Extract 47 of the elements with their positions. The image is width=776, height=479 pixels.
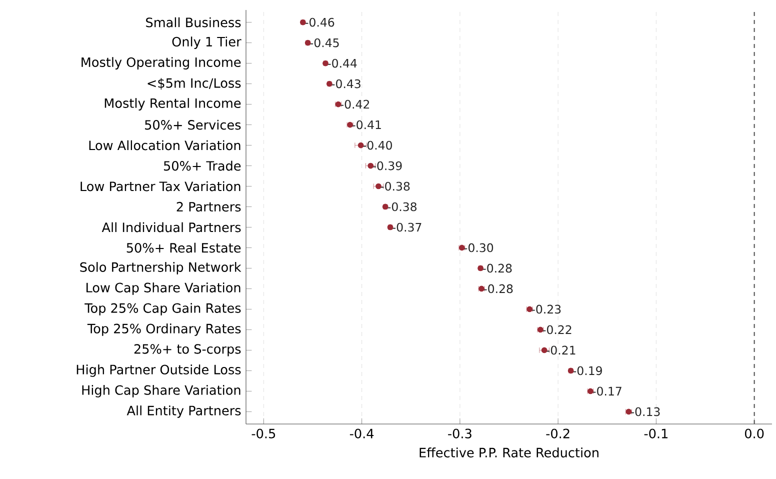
y-tick-label: 50%+ Trade: [164, 160, 241, 171]
data-label: -0.21: [546, 346, 576, 355]
data-label: -0.13: [630, 407, 660, 416]
y-tick-label: 25%+ to S-corps: [134, 344, 241, 356]
data-label: -0.30: [464, 243, 494, 252]
x-tick-label: -0.3: [448, 428, 472, 438]
x-axis-title: Effective P.P. Rate Reduction: [420, 448, 598, 458]
data-label: -0.17: [592, 386, 622, 396]
data-label: -0.37: [392, 222, 422, 232]
data-label: -0.23: [532, 304, 561, 314]
data-label: -0.28: [482, 264, 512, 273]
x-tick-label: -0.5: [252, 428, 276, 438]
y-tick-label: 50%+ Services: [145, 120, 241, 130]
x-tick-label: -0.2: [546, 428, 570, 438]
y-tick-label: High Cap Share Variation: [82, 385, 240, 398]
y-tick-label: <$5m Inc/Loss: [148, 78, 241, 90]
y-tick-label: All Individual Partners: [102, 222, 241, 232]
y-tick-label: Solo Partnership Network: [80, 262, 242, 274]
x-tick-label: -0.4: [350, 428, 374, 438]
y-tick-label: Only 1 Tier: [172, 36, 242, 49]
data-label: -0.38: [388, 202, 417, 212]
y-tick-label: 2 Partners: [176, 202, 241, 212]
data-label: -0.43: [332, 79, 360, 88]
y-tick-label: Top 25% Ordinary Rates: [87, 324, 241, 336]
data-label: -0.46: [305, 18, 334, 27]
y-tick-label: High Partner Outside Loss: [76, 364, 241, 377]
data-label: -0.41: [352, 120, 381, 130]
data-label: -0.42: [340, 100, 370, 109]
y-tick-label: 50%+ Real Estate: [126, 242, 241, 253]
data-label: -0.45: [310, 38, 339, 48]
y-tick-label: Low Cap Share Variation: [86, 282, 240, 295]
x-tick-label: -0.1: [644, 428, 668, 438]
data-label: -0.22: [542, 325, 572, 334]
x-tick-label: 0.0: [744, 428, 764, 438]
y-tick-label: All Entity Partners: [126, 406, 241, 418]
data-label: -0.28: [484, 284, 513, 294]
data-label: -0.40: [362, 140, 392, 150]
y-tick-label: Mostly Operating Income: [82, 57, 241, 70]
y-tick-label: Top 25% Cap Gain Rates: [84, 303, 241, 316]
y-tick-label: Low Allocation Variation: [89, 140, 240, 150]
data-label: -0.19: [572, 366, 602, 376]
y-tick-label: Mostly Rental Income: [104, 98, 241, 110]
data-label: -0.38: [380, 182, 410, 191]
y-tick-label: Small Business: [146, 17, 241, 28]
data-label: -0.39: [372, 161, 402, 170]
data-label: -0.44: [328, 58, 357, 68]
y-tick-label: Low Partner Tax Variation: [80, 181, 240, 192]
